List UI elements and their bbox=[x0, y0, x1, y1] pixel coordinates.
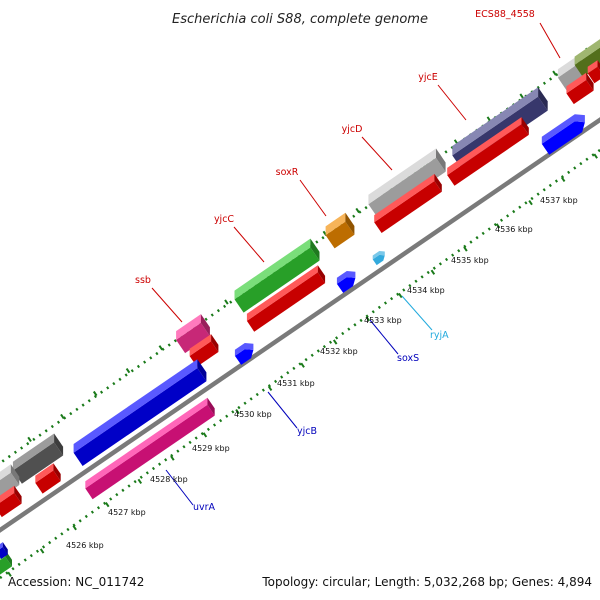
leader-line-soxR bbox=[299, 179, 327, 217]
gene-label-yjcB: yjcB bbox=[297, 426, 317, 437]
tick-label: 4533 kbp bbox=[364, 316, 402, 325]
leader-line-yjcC bbox=[233, 226, 265, 263]
inner-ruler-line bbox=[0, 148, 600, 580]
gene-label-soxR: soxR bbox=[276, 167, 299, 178]
leader-line-soxS bbox=[369, 319, 399, 355]
gene-cds-edge bbox=[587, 60, 600, 84]
ruler-tick bbox=[92, 390, 98, 397]
gene-label-uvrA: uvrA bbox=[193, 502, 216, 513]
ruler-tick bbox=[224, 299, 229, 305]
gene-label-ssb: ssb bbox=[135, 275, 151, 286]
gene-yjcE-cds bbox=[447, 117, 529, 186]
gene-cds-small-1 bbox=[35, 463, 61, 494]
ruler-tick bbox=[495, 223, 501, 229]
gene-yjcD-box bbox=[368, 148, 446, 219]
gene-label-yjcD: yjcD bbox=[342, 124, 363, 135]
ruler-tick bbox=[7, 571, 12, 577]
gene-label-ryjA: ryjA bbox=[430, 330, 449, 341]
ruler-tick bbox=[355, 207, 360, 214]
backbone-layer bbox=[0, 117, 600, 533]
ruler-tick bbox=[519, 93, 524, 99]
ruler-tick bbox=[593, 153, 598, 159]
accession-text: Accession: NC_011742 bbox=[8, 575, 144, 589]
ruler-tick bbox=[332, 339, 338, 345]
ruler-tick bbox=[105, 501, 110, 508]
ruler-tick bbox=[463, 246, 468, 252]
tick-label: 4532 kbp bbox=[320, 347, 358, 356]
tick-label: 4530 kbp bbox=[234, 410, 272, 419]
gene-grey-box bbox=[12, 433, 64, 484]
gene-uvrA-cds bbox=[85, 397, 215, 500]
gene-grey-box-2 bbox=[0, 464, 20, 498]
gene-ryjA-small bbox=[372, 251, 385, 266]
ruler-tick bbox=[528, 199, 533, 206]
ruler-tick bbox=[267, 385, 273, 392]
leader-line-yjcD bbox=[361, 136, 393, 171]
tick-label: 4527 kbp bbox=[108, 508, 146, 517]
tick-label: 4529 kbp bbox=[192, 444, 230, 453]
leader-line-yjcB bbox=[267, 391, 298, 429]
genome-backbone bbox=[0, 117, 600, 533]
ruler-tick bbox=[27, 436, 32, 442]
tick-label: 4534 kbp bbox=[407, 286, 445, 295]
ruler-tick bbox=[486, 116, 492, 122]
ruler-tick bbox=[560, 176, 566, 182]
gene-ECS88_4558-cds bbox=[566, 72, 594, 105]
gene-label-yjcE: yjcE bbox=[418, 72, 438, 83]
tick-label: 4526 kbp bbox=[66, 541, 104, 550]
ruler-tick bbox=[235, 409, 240, 415]
leader-line-ryjA bbox=[401, 295, 433, 331]
gene-blue-arrow bbox=[541, 114, 585, 155]
ruler-tick bbox=[137, 478, 143, 484]
gene-soxS-small bbox=[336, 271, 356, 293]
gene-label-yjcC: yjcC bbox=[214, 214, 234, 225]
leader-line-ECS88_4558 bbox=[539, 22, 561, 59]
tick-label: 4531 kbp bbox=[277, 379, 315, 388]
leader-line-yjcE bbox=[437, 84, 467, 121]
ruler-tick bbox=[39, 548, 45, 554]
tick-labels-layer: 4526 kbp 4527 kbp 4528 kbp 4529 kbp 4530 kbp… bbox=[66, 196, 578, 550]
gene-blue-edge bbox=[0, 542, 8, 559]
tick-label: 4536 kbp bbox=[495, 225, 533, 234]
ruler-tick bbox=[125, 368, 131, 374]
gene-yjcB-small bbox=[234, 343, 254, 365]
labels-layer: ECS88_4558 yjcE yjcD soxR yjcC ssb ryjA soxS yjc… bbox=[135, 9, 561, 513]
gene-label-ECS88_4558: ECS88_4558 bbox=[475, 9, 535, 20]
ruler-tick bbox=[430, 269, 436, 275]
tick-label: 4537 kbp bbox=[540, 196, 578, 205]
gene-soxR-box bbox=[325, 212, 355, 249]
leader-line-ssb bbox=[151, 287, 183, 323]
gene-cds-small-2 bbox=[0, 485, 22, 518]
gene-uvrA-box bbox=[73, 359, 207, 466]
ruler-tick bbox=[202, 432, 208, 438]
ruler-tick bbox=[300, 362, 305, 368]
ruler-tick bbox=[398, 292, 403, 299]
summary-text: Topology: circular; Length: 5,032,268 bp… bbox=[261, 575, 592, 589]
features-layer bbox=[0, 39, 600, 575]
ruler-tick bbox=[552, 70, 557, 76]
map-title: Escherichia coli S88, complete genome bbox=[172, 12, 428, 27]
ruler-tick bbox=[365, 316, 370, 322]
tick-label: 4535 kbp bbox=[451, 256, 489, 265]
gene-ssb-box bbox=[176, 314, 210, 354]
tick-label: 4528 kbp bbox=[150, 475, 188, 484]
ruler-tick bbox=[170, 455, 175, 461]
gene-label-soxS: soxS bbox=[397, 353, 419, 364]
gene-yjcC-cds bbox=[246, 265, 326, 332]
ruler-tick bbox=[72, 525, 77, 531]
ruler-tick bbox=[158, 345, 164, 351]
leader-line-uvrA bbox=[165, 469, 194, 506]
gene-yjcC-box bbox=[234, 238, 320, 313]
ruler-tick bbox=[60, 413, 65, 420]
gene-yjcD-cds bbox=[374, 173, 442, 233]
